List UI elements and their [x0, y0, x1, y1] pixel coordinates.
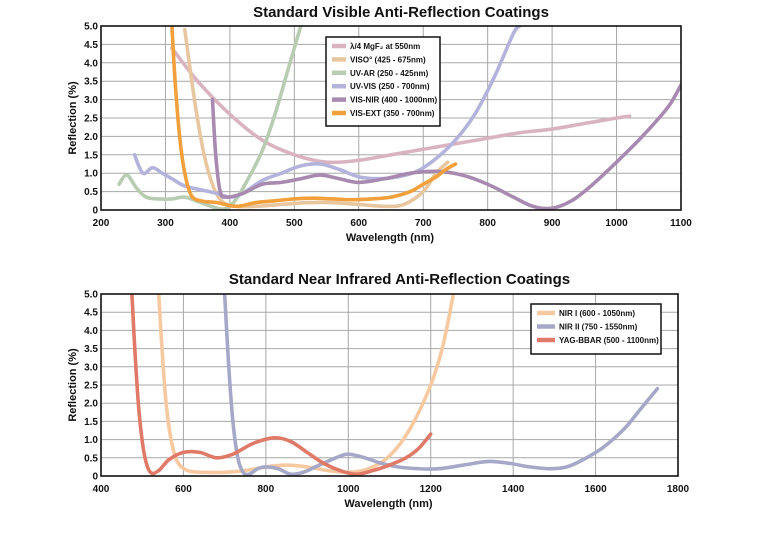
y-tick-label: 3.5: [84, 77, 98, 88]
y-tick-label: 0.5: [84, 187, 98, 198]
x-tick-label: 1200: [420, 484, 443, 495]
legend: NIR I (600 - 1050nm) NIR II (750 - 1550nm…: [530, 303, 662, 355]
series-line-2: [222, 294, 660, 476]
x-tick-label: 400: [93, 484, 110, 495]
chart-title: Standard Visible Anti-Reflection Coating…: [253, 4, 549, 21]
y-axis-label: Reflection (%): [67, 348, 79, 422]
x-tick-label: 1000: [605, 218, 628, 229]
legend-label-4: UV-VIS (250 - 700nm): [350, 82, 430, 91]
x-tick-label: 1100: [670, 218, 692, 229]
x-tick-label: 900: [544, 218, 561, 229]
y-tick-label: 3.0: [84, 362, 98, 373]
x-tick-label: 700: [415, 218, 432, 229]
y-tick-label: 0: [92, 472, 98, 483]
x-tick-label: 800: [479, 218, 496, 229]
x-tick-label: 1400: [502, 484, 525, 495]
y-tick-label: 4.5: [84, 40, 98, 51]
x-tick-label: 600: [175, 484, 192, 495]
series-line-6: [170, 26, 458, 209]
x-tick-label: 200: [93, 218, 110, 229]
y-tick-label: 5.0: [84, 22, 98, 33]
series-line-4: [132, 26, 522, 199]
y-tick-label: 2.5: [84, 381, 98, 392]
y-tick-label: 2.0: [84, 132, 98, 143]
x-tick-label: 300: [157, 218, 174, 229]
x-tick-label: 400: [222, 218, 239, 229]
x-tick-label: 1800: [667, 484, 690, 495]
x-axis-label: Wavelength (nm): [346, 232, 435, 244]
x-tick-label: 500: [286, 218, 303, 229]
y-tick-label: 1.5: [84, 150, 98, 161]
legend-label-3: UV-AR (250 - 425nm): [350, 69, 429, 78]
y-tick-label: 5.0: [84, 290, 98, 301]
y-tick-label: 4.0: [84, 58, 98, 69]
legend-label-1: NIR I (600 - 1050nm): [559, 309, 635, 318]
chart-title: Standard Near Infrared Anti-Reflection C…: [229, 271, 570, 288]
y-tick-label: 3.0: [84, 95, 98, 106]
legend-label-2: NIR II (750 - 1550nm): [559, 323, 638, 332]
chart-1: Standard Visible Anti-Reflection Coating…: [67, 4, 692, 244]
x-tick-label: 800: [258, 484, 275, 495]
legend-label-5: VIS-NIR (400 - 1000nm): [350, 96, 437, 105]
series-line-1: [156, 294, 456, 475]
legend-label-1: λ/4 MgF₂ at 550nm: [350, 42, 420, 51]
legend-label-3: YAG-BBAR (500 - 1100nm): [559, 336, 659, 345]
series-line-1: [170, 46, 632, 165]
legend: λ/4 MgF₂ at 550nm VISO° (425 - 675nm) UV-A…: [325, 36, 441, 127]
y-axis-label: Reflection (%): [67, 81, 79, 155]
x-tick-label: 600: [350, 218, 367, 229]
y-tick-label: 1.0: [84, 435, 98, 446]
series-line-5: [210, 83, 681, 210]
plot-frame: [100, 25, 682, 211]
series-group: [130, 294, 660, 476]
series-group: [117, 26, 681, 210]
x-tick-label: 1600: [584, 484, 607, 495]
x-axis-label: Wavelength (nm): [344, 498, 433, 510]
y-tick-label: 2.5: [84, 114, 98, 125]
y-tick-label: 0: [92, 206, 98, 217]
y-tick-label: 4.5: [84, 308, 98, 319]
chart-2: Standard Near Infrared Anti-Reflection C…: [67, 271, 690, 510]
y-tick-label: 2.0: [84, 399, 98, 410]
x-tick-label: 1000: [337, 484, 360, 495]
y-tick-label: 3.5: [84, 344, 98, 355]
series-line-3: [117, 26, 303, 210]
plot-frame: [100, 293, 679, 477]
y-tick-label: 4.0: [84, 326, 98, 337]
series-line-2: [182, 27, 450, 209]
y-tick-label: 0.5: [84, 453, 98, 464]
legend-label-6: VIS-EXT (350 - 700nm): [350, 109, 435, 118]
legend-label-2: VISO° (425 - 675nm): [350, 55, 426, 64]
y-tick-label: 1.5: [84, 417, 98, 428]
series-line-3: [130, 294, 433, 476]
y-tick-label: 1.0: [84, 169, 98, 180]
